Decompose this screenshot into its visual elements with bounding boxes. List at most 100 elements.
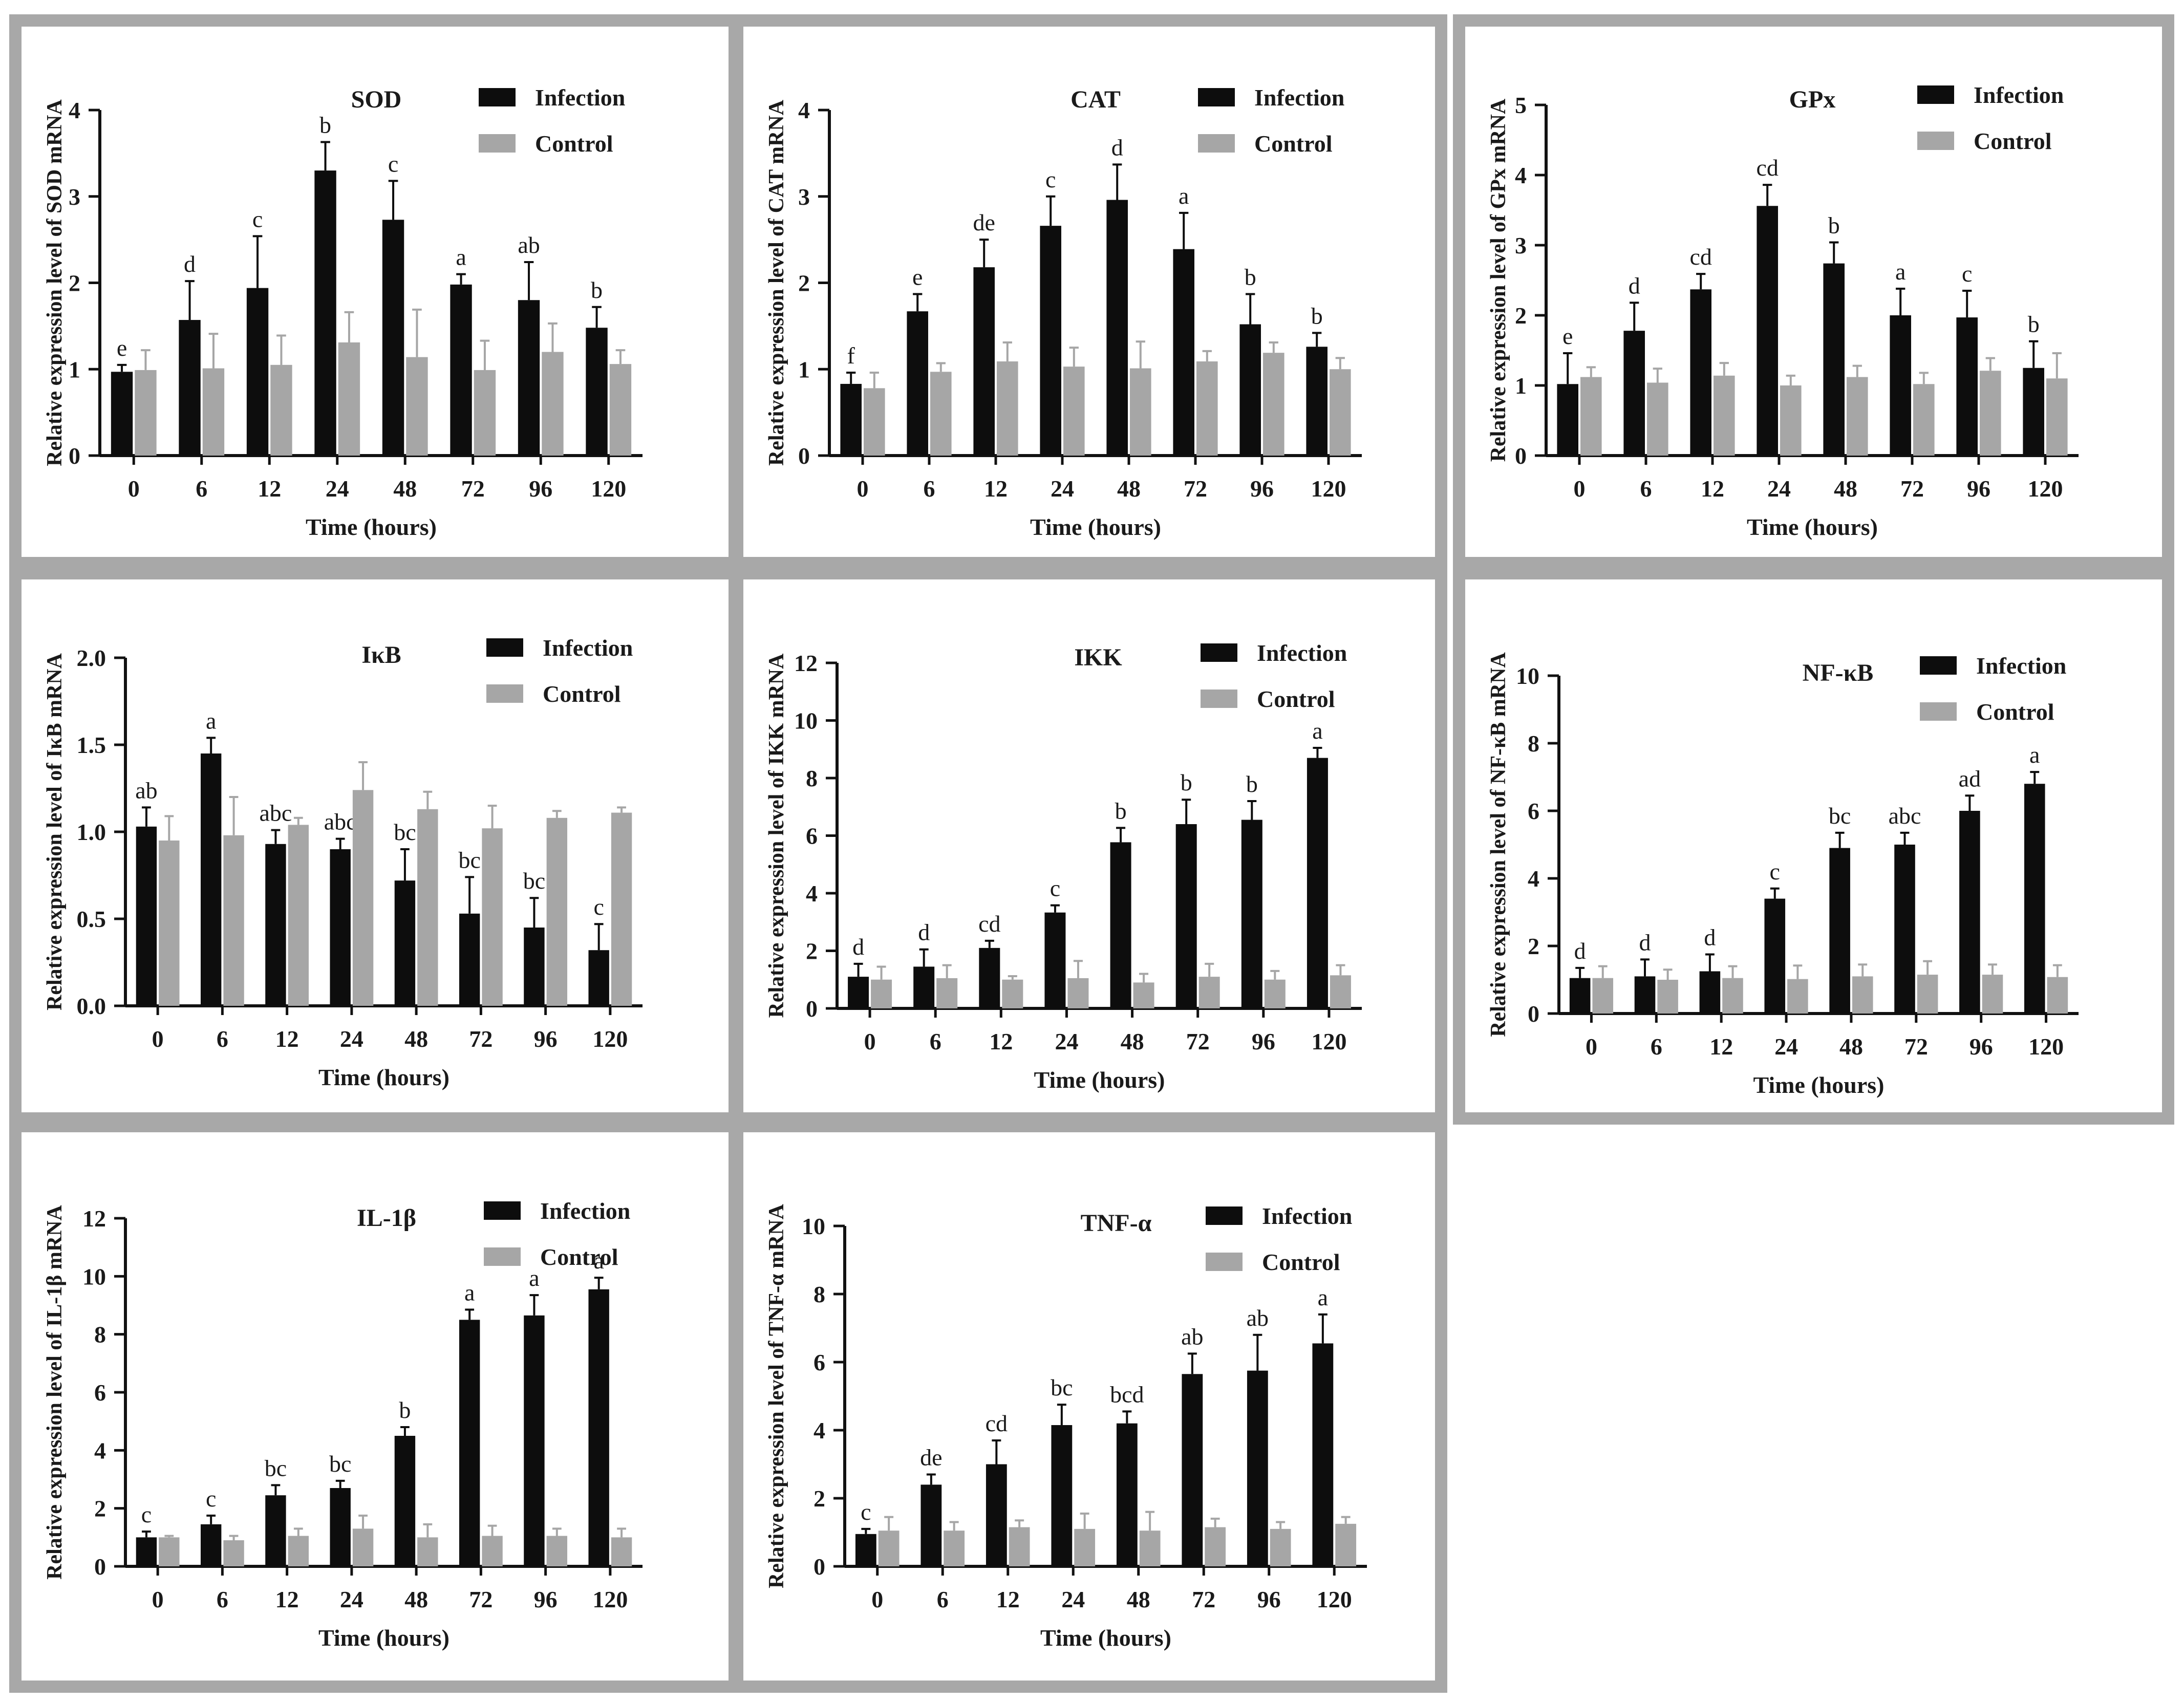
x-tick-label: 6 (930, 1028, 941, 1054)
control-bar (871, 979, 892, 1008)
infection-bar (1890, 315, 1911, 456)
panel-frame (9, 14, 741, 569)
panel-frame (731, 14, 1447, 569)
y-tick-label: 10 (1516, 663, 1539, 689)
legend-swatch-control (1201, 690, 1237, 708)
legend-label-control: Control (1257, 686, 1335, 712)
legend-swatch-control (484, 1247, 521, 1266)
significance-label: d (184, 251, 196, 277)
significance-label: d (918, 919, 930, 945)
x-tick-label: 24 (1774, 1033, 1798, 1060)
infection-bar (200, 753, 222, 1006)
y-tick-label: 8 (813, 1281, 825, 1307)
significance-label: b (2028, 311, 2040, 337)
significance-label: b (1115, 798, 1127, 824)
x-tick-label: 96 (1257, 1586, 1281, 1612)
legend-label-control: Control (540, 1244, 618, 1270)
chart-title: IL-1β (357, 1204, 416, 1232)
y-tick-label: 0.5 (77, 906, 106, 932)
infection-bar (2024, 784, 2045, 1014)
significance-label: bc (1051, 1374, 1073, 1401)
infection-bar (524, 928, 545, 1006)
control-bar (542, 352, 564, 456)
significance-label: bc (523, 868, 545, 894)
legend-swatch-infection (1917, 85, 1954, 104)
significance-label: c (861, 1499, 871, 1525)
significance-label: b (1246, 771, 1258, 797)
infection-bar (1175, 824, 1197, 1008)
control-bar (1913, 384, 1935, 456)
chart-title: GPx (1789, 86, 1836, 113)
control-bar (159, 1537, 180, 1566)
significance-label: c (1050, 875, 1060, 901)
infection-bar (518, 300, 540, 456)
infection-bar (920, 1484, 942, 1566)
x-tick-label: 120 (2028, 476, 2063, 502)
chart-title: IKK (1074, 644, 1122, 671)
significance-label: b (1245, 264, 1256, 290)
chart-panel-8: 02468100c6de12cd24bc48bcd72ab96ab120aTNF… (731, 1120, 1447, 1693)
x-tick-label: 120 (592, 1026, 628, 1052)
significance-label: b (399, 1397, 411, 1423)
infection-bar (855, 1534, 876, 1566)
significance-label: e (912, 264, 923, 290)
x-tick-label: 0 (152, 1026, 164, 1052)
y-tick-label: 6 (94, 1380, 106, 1406)
infection-bar (1241, 820, 1262, 1008)
control-bar (864, 388, 885, 456)
control-bar (1139, 1531, 1161, 1566)
chart-title: SOD (351, 86, 402, 113)
significance-label: a (2029, 742, 2040, 768)
legend-label-infection: Infection (1976, 653, 2066, 679)
y-tick-label: 10 (794, 708, 818, 734)
control-bar (878, 1531, 900, 1566)
legend-swatch-control (1206, 1253, 1243, 1271)
control-bar (611, 812, 632, 1006)
significance-label: abc (1889, 803, 1921, 829)
x-tick-label: 0 (1586, 1033, 1597, 1060)
legend-swatch-infection (1920, 656, 1957, 675)
y-tick-label: 8 (1528, 730, 1539, 757)
infection-bar (265, 844, 286, 1006)
control-bar (1982, 975, 2003, 1014)
y-tick-label: 0 (69, 443, 80, 469)
infection-bar (1634, 976, 1656, 1014)
significance-label: a (1179, 183, 1189, 209)
control-bar (352, 1528, 374, 1566)
x-tick-label: 48 (393, 476, 417, 502)
y-tick-label: 0 (813, 1554, 825, 1580)
significance-label: a (1895, 258, 1905, 285)
y-tick-label: 3 (69, 184, 80, 210)
legend-label-infection: Infection (543, 635, 633, 661)
significance-label: abc (260, 800, 292, 826)
infection-bar (1044, 912, 1066, 1008)
y-tick-label: 1 (798, 356, 810, 382)
significance-label: a (529, 1265, 539, 1291)
infection-bar (2023, 368, 2044, 456)
legend-label-control: Control (1254, 131, 1333, 157)
y-tick-label: 2.0 (77, 645, 106, 671)
x-axis-label: Time (hours) (306, 514, 437, 540)
y-axis-label: Relative expression level of IKK mRNA (765, 653, 788, 1018)
control-bar (930, 372, 952, 456)
x-tick-label: 6 (217, 1586, 228, 1612)
infection-bar (1306, 347, 1327, 456)
x-tick-label: 120 (1317, 1586, 1352, 1612)
control-bar (1980, 371, 2001, 456)
chart-title: CAT (1070, 86, 1121, 113)
infection-bar (1699, 971, 1721, 1014)
x-tick-label: 120 (1311, 1028, 1346, 1054)
infection-bar (450, 284, 472, 456)
chart-title: NF-κB (1803, 659, 1874, 686)
infection-bar (913, 966, 935, 1008)
panel-frame (9, 1120, 741, 1693)
control-bar (1270, 1528, 1291, 1566)
control-bar (474, 370, 496, 456)
significance-label: bc (394, 819, 416, 845)
control-bar (546, 1536, 568, 1566)
significance-label: b (1181, 769, 1192, 795)
x-tick-label: 6 (937, 1586, 949, 1612)
control-bar (135, 370, 157, 456)
significance-label: cd (1756, 155, 1778, 181)
